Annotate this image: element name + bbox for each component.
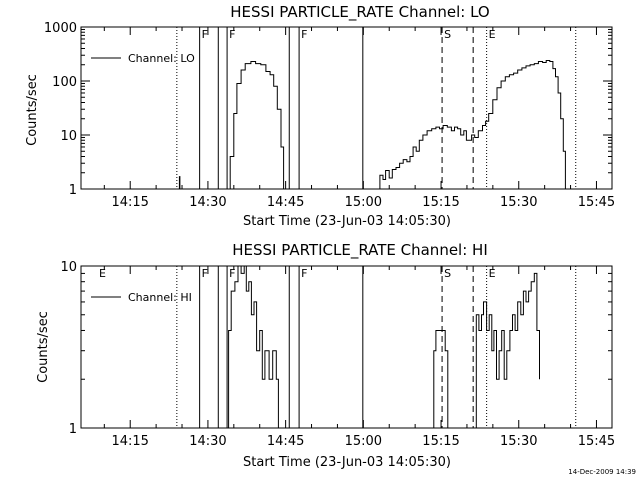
panel-hi-event-flag: S — [444, 267, 451, 280]
panel-hi-xlabel: Start Time (23-Jun-03 14:05:30) — [243, 455, 451, 470]
panel-lo-event-flag: F — [301, 28, 307, 41]
panel-hi-y-tick-label: 1 — [69, 422, 77, 437]
panel-lo-legend: Channel: LO — [91, 52, 195, 65]
panel-lo-x-tick-label: 14:30 — [189, 195, 226, 210]
panel-lo-x-tick-label: 14:15 — [111, 195, 148, 210]
panel-lo-plot-frame — [80, 26, 613, 190]
panel-lo-series-line — [178, 176, 181, 190]
panel-hi-event-flag: F — [202, 267, 208, 280]
panel-hi-event-flag: E — [99, 267, 106, 280]
panel-hi-plot-frame — [80, 265, 613, 429]
panel-lo-event-flag: F — [202, 28, 208, 41]
panel-hi-marks: 14:15 14:30 14:45 15:00 15:15 15:30 15:45 1 10 E F… — [60, 260, 615, 449]
panel-lo-y-tick-label: 100 — [52, 75, 77, 90]
panel-hi-x-tick-label: 15:00 — [345, 434, 382, 449]
panel-lo-x-tick-label: 15:00 — [345, 195, 382, 210]
panel-hi-x-tick-label: 15:45 — [578, 434, 615, 449]
panel-hi-x-tick-label: 14:45 — [267, 434, 304, 449]
panel-hi-event-flag: F — [301, 267, 307, 280]
panel-lo-title: HESSI PARTICLE_RATE Channel: LO — [230, 3, 489, 22]
panel-hi-x-tick-label: 14:15 — [111, 434, 148, 449]
panel-lo-y-tick-label: 10 — [60, 129, 77, 144]
panel-hi-x-tick-label: 14:30 — [189, 434, 226, 449]
panel-lo-event-flag: E — [489, 28, 496, 41]
panel-lo-xlabel: Start Time (23-Jun-03 14:05:30) — [243, 214, 451, 229]
panel-hi-title: HESSI PARTICLE_RATE Channel: HI — [232, 241, 488, 260]
panel-hi-series-line — [226, 265, 279, 429]
panel-hi-event-flag: E — [489, 267, 496, 280]
panel-hi-x-tick-label: 15:15 — [422, 434, 459, 449]
panel-lo-marks: 14:15 14:30 14:45 15:00 15:15 15:30 15:45 1 10 10… — [44, 21, 615, 210]
panel-lo: HESSI PARTICLE_RATE Channel: LO Counts/s… — [25, 3, 615, 229]
panel-hi-y-tick-label: 10 — [60, 260, 77, 275]
panel-lo-event-flag: F — [229, 28, 235, 41]
panel-hi-series-line — [430, 330, 449, 429]
panel-lo-x-tick-label: 14:45 — [267, 195, 304, 210]
panel-hi: HESSI PARTICLE_RATE Channel: HI Counts/s… — [36, 241, 615, 470]
panel-hi-legend-label: Channel: HI — [128, 291, 192, 304]
panel-lo-ylabel: Counts/sec — [25, 74, 40, 146]
panel-hi-event-flag: F — [229, 267, 235, 280]
footer-timestamp: 14-Dec-2009 14:39 — [568, 468, 636, 476]
panel-lo-series-line — [226, 61, 285, 190]
panel-hi-x-tick-label: 15:30 — [500, 434, 537, 449]
panel-lo-legend-label: Channel: LO — [128, 52, 195, 65]
panel-lo-series-line — [378, 60, 566, 190]
panel-lo-x-tick-label: 15:15 — [422, 195, 459, 210]
panel-lo-x-tick-label: 15:45 — [578, 195, 615, 210]
panel-hi-series-line — [473, 272, 540, 429]
panel-lo-ylabel-group: Counts/sec — [25, 74, 40, 146]
panel-hi-legend: Channel: HI — [91, 291, 192, 304]
panel-lo-x-tick-label: 15:30 — [500, 195, 537, 210]
panel-lo-y-tick-label: 1000 — [44, 21, 77, 36]
panel-hi-ylabel: Counts/sec — [36, 311, 51, 383]
panel-hi-ylabel-group: Counts/sec — [36, 311, 51, 383]
panel-lo-y-tick-label: 1 — [69, 183, 77, 198]
panel-lo-event-flag: S — [444, 28, 451, 41]
